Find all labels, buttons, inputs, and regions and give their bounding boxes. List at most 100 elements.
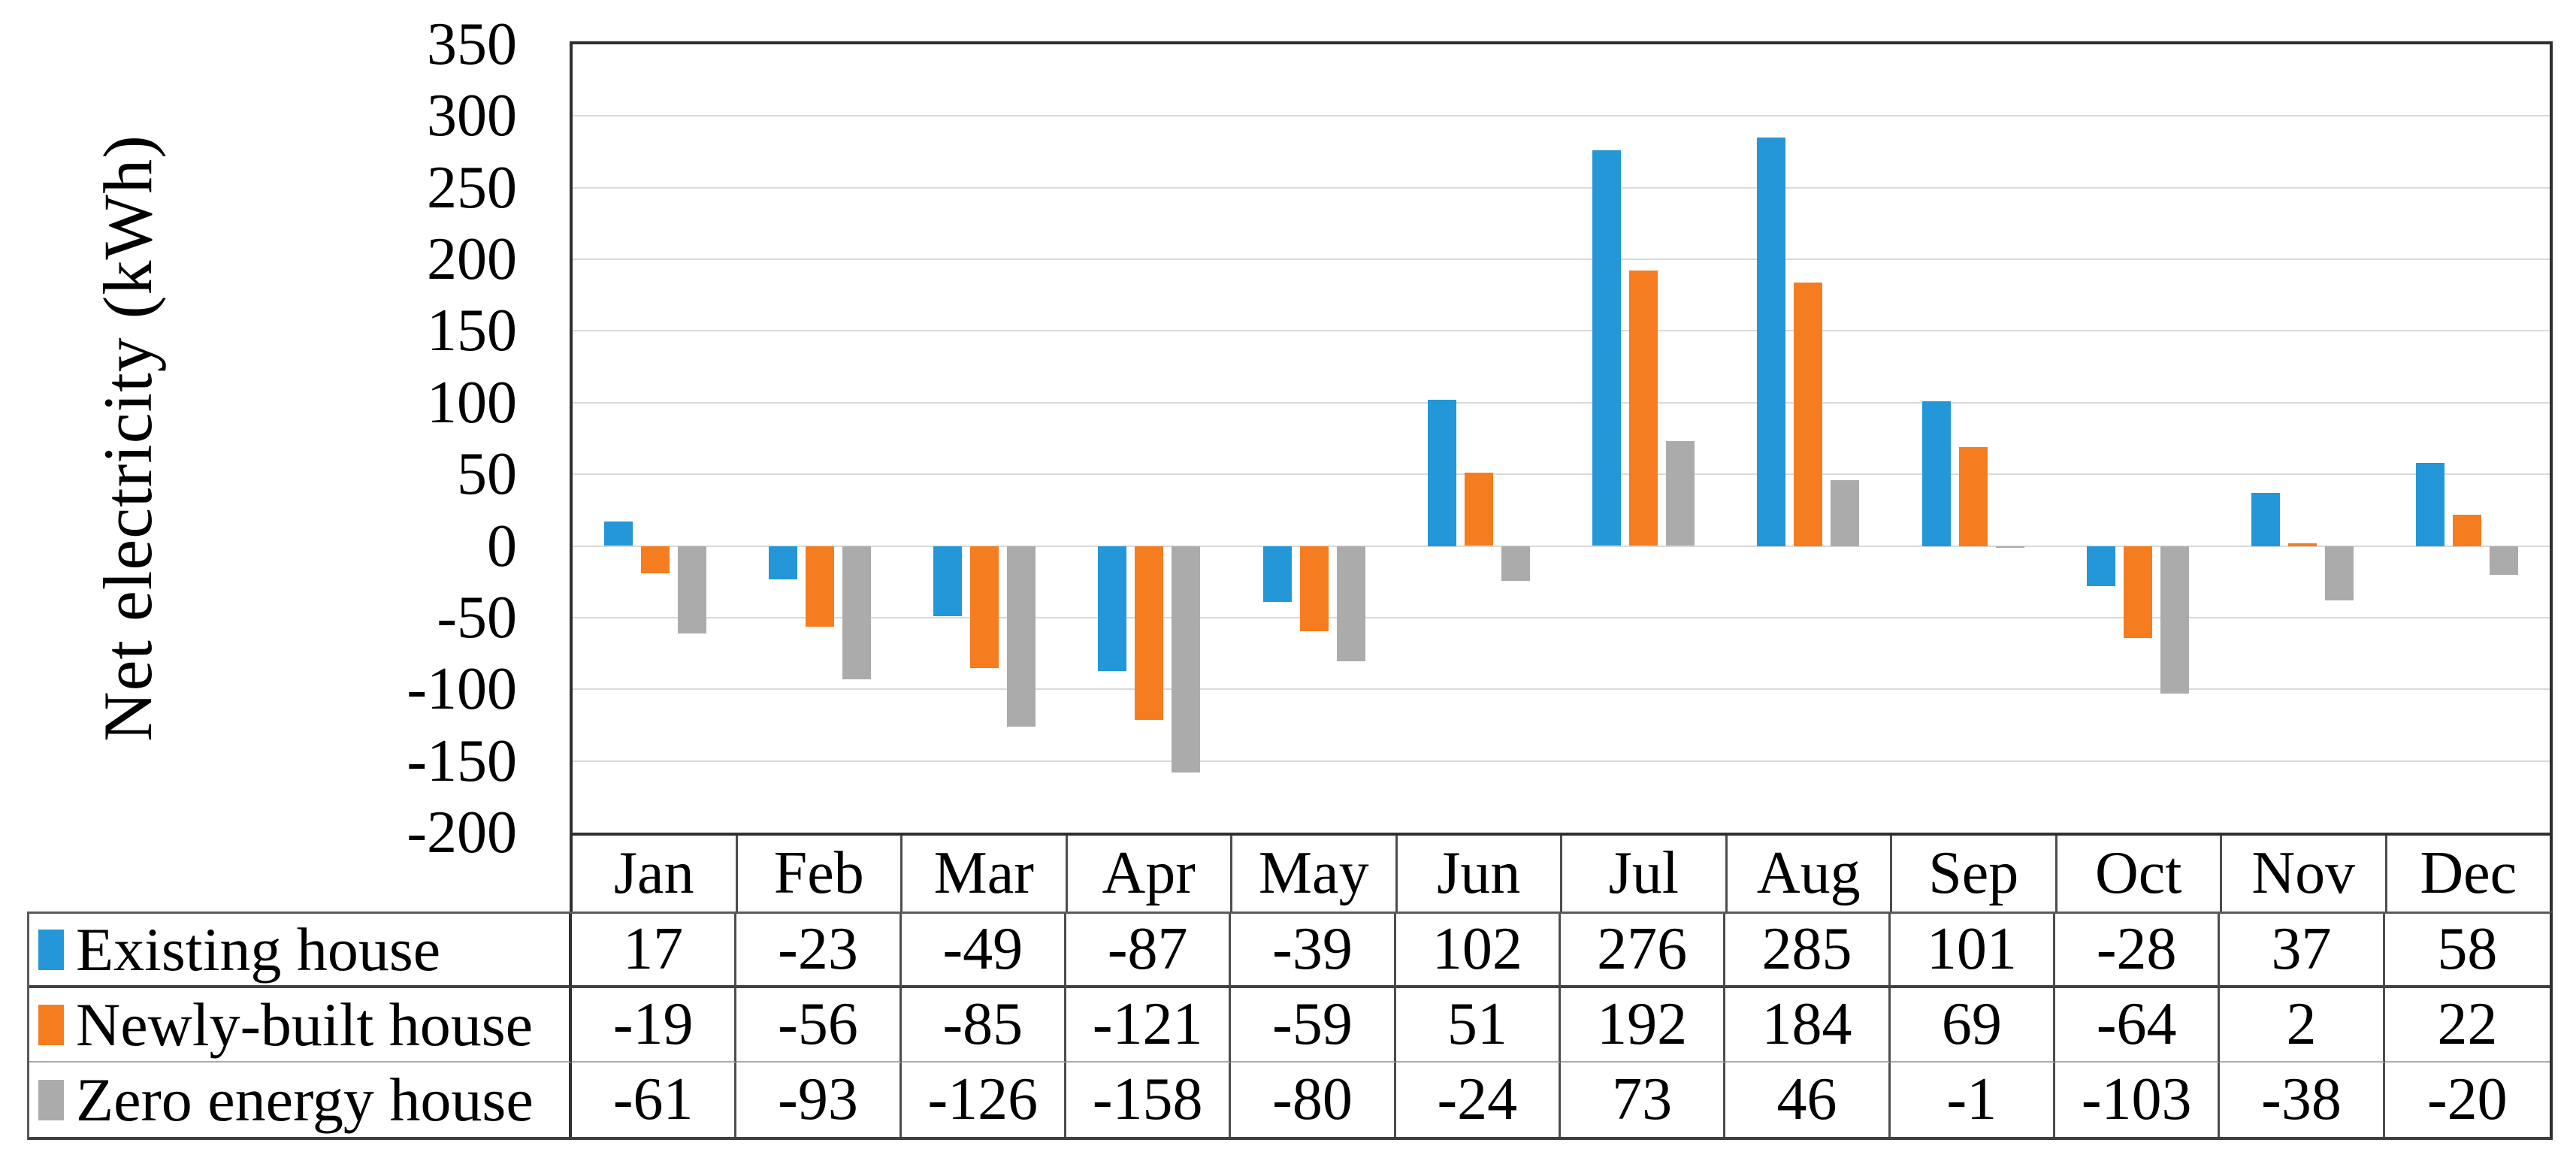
bar-zero-energy-house-dec [2490,546,2518,575]
month-header-jan: Jan [573,836,738,912]
bar-newly-built-house-jun [1465,473,1493,546]
value-existing-house-dec: 58 [2384,914,2550,988]
bar-zero-energy-house-aug [1831,480,1859,546]
bar-zero-energy-house-jan [678,546,706,633]
y-tick-label-200: 200 [427,226,517,292]
month-header-may: May [1232,836,1398,912]
value-newly-built-house-aug: 184 [1725,988,1891,1063]
month-header-feb: Feb [738,836,903,912]
gridline-0 [573,546,2550,547]
bar-existing-house-feb [769,546,797,579]
series-name-label: Zero energy house [76,1065,534,1134]
value-newly-built-house-nov: 2 [2220,988,2385,1063]
value-existing-house-feb: -23 [736,914,902,988]
gridline-200 [573,258,2550,260]
bar-newly-built-house-feb [806,546,834,627]
y-tick-label-150: 150 [427,298,517,364]
value-zero-energy-house-mar: -126 [902,1063,1066,1137]
y-tick-label--150: -150 [407,728,517,794]
month-header-mar: Mar [903,836,1068,912]
value-existing-house-sep: 101 [1890,914,2055,988]
value-zero-energy-house-may: -80 [1231,1063,1396,1137]
month-header-dec: Dec [2420,840,2517,906]
value-newly-built-house-feb: -56 [736,988,902,1063]
legend-swatch-newly-built-house [38,1004,64,1045]
value-newly-built-house-sep: 69 [1890,988,2055,1063]
bar-zero-energy-house-oct [2160,546,2189,694]
value-existing-house-mar: -49 [901,914,1066,988]
bar-existing-house-jun [1428,400,1456,546]
value-zero-energy-house-jun: -24 [1396,1063,1561,1137]
series-row-header-zero-energy-house: Zero energy house [29,1063,572,1137]
value-newly-built-house-oct: -64 [2054,988,2221,1063]
bar-zero-energy-house-mar [1007,546,1036,727]
y-tick-label--50: -50 [437,585,517,651]
bar-existing-house-apr [1098,546,1126,671]
gridline-150 [573,330,2550,331]
value-existing-house-jul: 276 [1560,914,1726,988]
bar-newly-built-house-oct [2124,546,2152,638]
bar-newly-built-house-nov [2288,543,2317,546]
bar-existing-house-oct [2087,546,2115,586]
value-existing-house-oct: -28 [2054,914,2221,988]
bar-existing-house-nov [2251,493,2280,546]
bar-newly-built-house-mar [970,546,999,668]
value-existing-house-jan: 17 [572,914,737,988]
month-header-jun: Jun [1398,836,1562,912]
gridline--50 [573,617,2550,618]
legend-swatch-existing-house [38,929,64,970]
bar-newly-built-house-dec [2453,515,2481,546]
y-tick-label-50: 50 [457,441,517,507]
y-tick-label-300: 300 [427,83,517,149]
value-zero-energy-house-jan: -61 [572,1063,737,1137]
gridline--150 [573,760,2550,762]
bar-newly-built-house-jul [1629,271,1658,546]
bar-existing-house-aug [1757,138,1785,546]
y-tick-label-100: 100 [427,370,517,436]
value-zero-energy-house-nov: -38 [2220,1063,2385,1137]
month-header-aug: Aug [1728,836,1892,912]
value-existing-house-nov: 37 [2220,914,2385,988]
gridline-100 [573,402,2550,404]
value-zero-energy-house-jul: 73 [1561,1063,1726,1137]
y-tick-label-250: 250 [427,155,517,221]
month-header-row: Jan Feb Mar Apr May Jun Jul Aug Sep Oct Nov Dec [570,836,2553,912]
bar-existing-house-sep [1922,401,1951,546]
series-row-header-newly-built-house: Newly-built house [29,988,572,1063]
gridline--100 [573,688,2550,690]
y-tick-label--100: -100 [407,656,517,722]
bar-existing-house-mar [933,546,962,616]
month-header-apr: Apr [1068,836,1232,912]
bar-newly-built-house-apr [1135,546,1163,720]
value-existing-house-aug: 285 [1725,914,1891,988]
value-zero-energy-house-apr: -158 [1066,1063,1232,1137]
value-existing-house-may: -39 [1231,914,1396,988]
y-axis-title: Net electricity (kWh) [89,135,166,742]
bar-newly-built-house-sep [1959,447,1988,546]
legend-swatch-zero-energy-house [38,1079,64,1120]
month-header-jul: Jul [1562,836,1728,912]
bar-zero-energy-house-apr [1172,546,1200,772]
plot-area [570,41,2553,836]
month-header-nov: Nov [2222,836,2387,912]
value-newly-built-house-jul: 192 [1560,988,1726,1063]
value-existing-house-apr: -87 [1066,914,1232,988]
bar-newly-built-house-may [1300,546,1329,631]
month-header-oct: Oct [2057,836,2222,912]
value-zero-energy-house-aug: 46 [1725,1063,1891,1137]
bar-zero-energy-house-feb [842,546,871,679]
series-name-label: Newly-built house [76,990,534,1059]
bar-zero-energy-house-jun [1501,546,1530,581]
gridline-50 [573,473,2550,475]
value-zero-energy-house-oct: -103 [2055,1063,2221,1137]
bar-existing-house-dec [2416,463,2444,546]
bar-existing-house-jan [604,522,633,546]
bar-zero-energy-house-may [1337,546,1365,661]
value-newly-built-house-jun: 51 [1395,988,1561,1063]
value-newly-built-house-may: -59 [1231,988,1396,1063]
bar-zero-energy-house-sep [1996,546,2024,548]
gridline-250 [573,187,2550,189]
y-tick-label-0: 0 [487,513,517,579]
value-newly-built-house-dec: 22 [2384,988,2550,1063]
value-newly-built-house-apr: -121 [1066,988,1232,1063]
